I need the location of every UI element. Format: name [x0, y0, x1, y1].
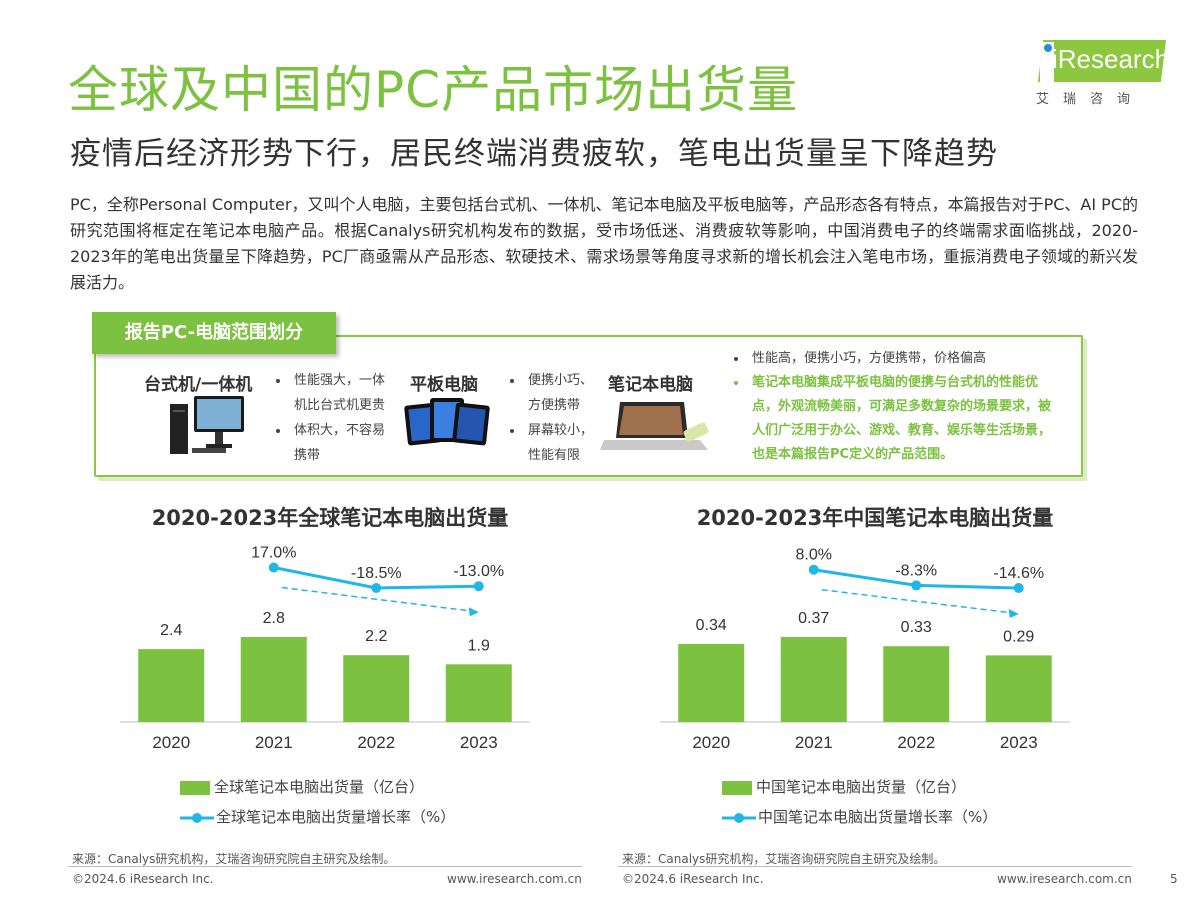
bar: [883, 646, 950, 722]
page-subtitle: 疫情后经济形势下行，居民终端消费疲软，笔电出货量呈下降趋势: [70, 136, 998, 172]
page-number: 5: [1170, 872, 1178, 886]
x-tick-label: 2023: [460, 733, 498, 752]
desktop-point: 体积大，不容易携带: [290, 418, 396, 468]
bar-value-label: 2.4: [160, 622, 182, 639]
logo-brand: iResearch: [1052, 44, 1170, 74]
tablet-icon: [404, 398, 490, 446]
trend-arrow-line: [821, 588, 1013, 614]
desktop-point: 性能强大，一体机比台式机更贵: [290, 368, 396, 418]
legend-line-label: 中国笔记本电脑出货量增长率（%）: [758, 808, 998, 826]
bar: [985, 655, 1052, 722]
desktop-title: 台式机/一体机: [144, 375, 253, 395]
growth-value-label: -8.3%: [895, 562, 937, 579]
desktop-computer-icon: [170, 396, 244, 454]
footer-url: www.iresearch.com.cn: [447, 872, 582, 886]
global-source: 来源：Canalys研究机构，艾瑞咨询研究院自主研究及绘制。: [72, 852, 396, 866]
footer-copyright: ©2024.6 iResearch Inc.: [72, 872, 214, 886]
scope-panel: [94, 335, 1083, 477]
laptop-point-highlight: 笔记本电脑集成平板电脑的便携与台式机的性能优点，外观流畅美丽，可满足多数复杂的场…: [748, 371, 1058, 467]
bar-value-label: 0.33: [901, 619, 932, 636]
x-tick-label: 2021: [795, 733, 833, 752]
x-tick-label: 2020: [692, 733, 730, 752]
tablet-point: 便携小巧、方便携带: [524, 368, 600, 418]
footer-url: www.iresearch.com.cn: [997, 872, 1132, 886]
legend-line-item: 中国笔记本电脑出货量增长率（%）: [722, 806, 997, 832]
growth-point: [911, 580, 922, 591]
tablet-points: 便携小巧、方便携带 屏幕较小，性能有限: [504, 368, 600, 468]
legend-bar-label: 全球笔记本电脑出货量（亿台）: [214, 778, 425, 796]
laptop-points: 性能高，便携小巧，方便携带，价格偏高 笔记本电脑集成平板电脑的便携与台式机的性能…: [728, 347, 1058, 467]
bar-value-label: 0.34: [696, 617, 727, 634]
bar: [343, 655, 410, 722]
growth-value-label: -14.6%: [993, 565, 1044, 582]
desktop-points: 性能强大，一体机比台式机更贵 体积大，不容易携带: [270, 368, 396, 468]
bar-value-label: 0.37: [798, 610, 829, 627]
growth-value-label: 8.0%: [796, 547, 832, 564]
footer-divider-left: [68, 866, 582, 867]
bar-value-label: 1.9: [468, 637, 490, 654]
legend-bar-swatch: [722, 780, 752, 795]
growth-point: [808, 564, 819, 575]
legend-line-label: 全球笔记本电脑出货量增长率（%）: [216, 808, 456, 826]
footer-divider-right: [618, 866, 1132, 867]
x-tick-label: 2022: [897, 733, 935, 752]
global-chart-title: 2020-2023年全球笔记本电脑出货量: [151, 506, 509, 530]
growth-value-label: -18.5%: [351, 565, 402, 582]
legend-line-swatch: [180, 812, 214, 823]
global-shipment-chart: 2.4 2020 2.8 2021 2.2 2022 1.9 2023 17.0% -18.5% -…: [120, 544, 530, 752]
laptop-title: 笔记本电脑: [608, 375, 693, 395]
scope-tab: 报告PC-电脑范围划分: [92, 312, 336, 354]
growth-point: [268, 562, 279, 573]
china-source: 来源：Canalys研究机构，艾瑞咨询研究院自主研究及绘制。: [622, 852, 946, 866]
growth-point: [371, 583, 382, 593]
china-legend: 中国笔记本电脑出货量（亿台） 中国笔记本电脑出货量增长率（%）: [722, 776, 997, 832]
x-tick-label: 2023: [1000, 733, 1038, 752]
china-shipment-chart: 0.34 2020 0.37 2021 0.33 2022 0.29 2023 8.0% -8.3…: [660, 547, 1070, 752]
legend-bar-label: 中国笔记本电脑出货量（亿台）: [756, 778, 967, 796]
trend-arrow-head: [468, 607, 479, 617]
legend-bar-swatch: [180, 780, 210, 795]
growth-value-label: -13.0%: [453, 563, 504, 580]
bar-value-label: 2.2: [365, 628, 387, 645]
logo-cn: 艾瑞咨询: [1036, 92, 1145, 107]
growth-point: [473, 581, 484, 592]
legend-bar-item: 全球笔记本电脑出货量（亿台）: [180, 776, 455, 802]
bar-value-label: 0.29: [1003, 628, 1034, 645]
global-legend: 全球笔记本电脑出货量（亿台） 全球笔记本电脑出货量增长率（%）: [180, 776, 455, 832]
x-tick-label: 2020: [152, 733, 190, 752]
legend-line-swatch: [722, 812, 756, 823]
iresearch-logo: iResearch 艾瑞咨询: [1030, 40, 1170, 110]
bar: [240, 637, 307, 722]
bar-value-label: 2.8: [263, 610, 285, 627]
bar: [780, 637, 847, 722]
bar: [678, 643, 745, 722]
bar: [138, 649, 205, 722]
tablet-point: 屏幕较小，性能有限: [524, 418, 600, 468]
bar: [445, 664, 512, 722]
x-tick-label: 2021: [255, 733, 293, 752]
laptop-point: 性能高，便携小巧，方便携带，价格偏高: [748, 347, 1058, 371]
growth-value-label: 17.0%: [251, 544, 296, 561]
trend-arrow-head: [1008, 609, 1019, 618]
page-title: 全球及中国的PC产品市场出货量: [68, 61, 799, 119]
legend-bar-item: 中国笔记本电脑出货量（亿台）: [722, 776, 997, 802]
intro-paragraph: PC，全称Personal Computer，又叫个人电脑，主要包括台式机、一体…: [70, 195, 1138, 292]
footer-copyright: ©2024.6 iResearch Inc.: [622, 872, 764, 886]
legend-line-item: 全球笔记本电脑出货量增长率（%）: [180, 806, 455, 832]
tablet-title: 平板电脑: [410, 375, 478, 395]
trend-arrow-line: [281, 586, 473, 612]
x-tick-label: 2022: [357, 733, 395, 752]
china-chart-title: 2020-2023年中国笔记本电脑出货量: [696, 506, 1054, 530]
growth-point: [1013, 583, 1024, 593]
laptop-icon: [600, 402, 709, 450]
